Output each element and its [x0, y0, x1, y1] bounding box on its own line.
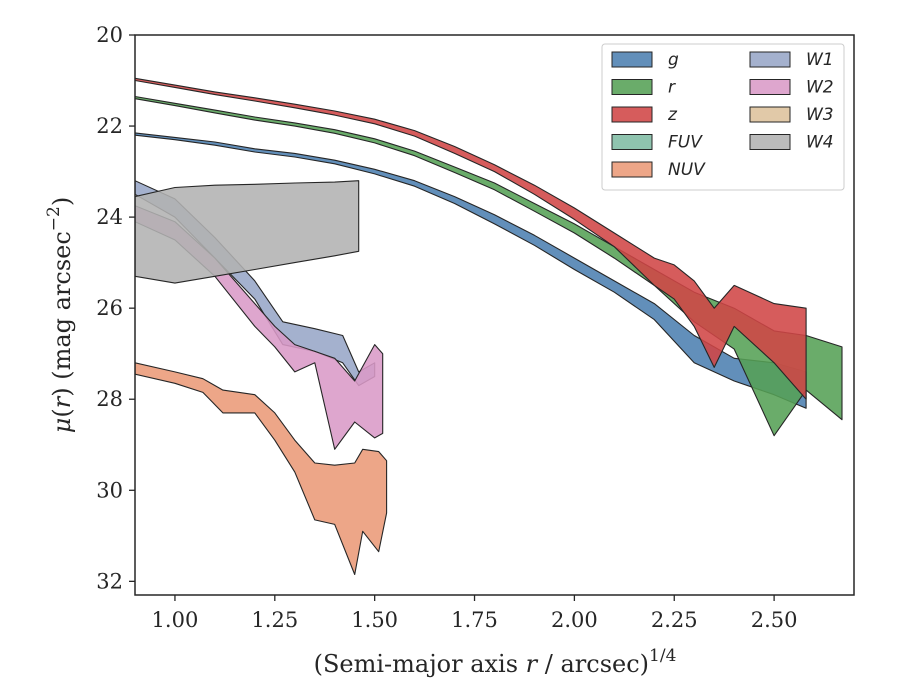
legend-label-z: z	[667, 105, 678, 125]
y-tick-label: 32	[96, 569, 123, 593]
x-axis-ticks: 1.00 1.25 1.50 1.75 2.00 2.25 2.50	[152, 595, 798, 632]
legend-swatch-g	[611, 51, 653, 68]
x-tick-label: 2.00	[551, 608, 598, 632]
y-tick-label: 22	[96, 114, 123, 138]
legend-swatch-r	[611, 79, 653, 95]
x-tick-label: 1.25	[251, 608, 298, 632]
legend-swatch-w1	[749, 51, 791, 68]
y-tick-label: 20	[96, 23, 123, 47]
plot-frame	[134, 34, 855, 596]
legend-label-fuv: FUV	[668, 133, 703, 153]
legend-label-r: r	[668, 78, 676, 98]
y-tick-label: 30	[96, 478, 123, 502]
profile-bands	[135, 77, 843, 576]
x-tick-label: 2.50	[751, 608, 798, 632]
x-axis-title: (Semi-major axis r / arcsec)1/4	[314, 646, 677, 678]
legend-label-g: g	[668, 50, 679, 70]
legend-label-w3: W3	[806, 105, 834, 125]
y-axis-title: μ(r) (mag arcsec−2)	[44, 197, 76, 434]
legend-swatch-fuv	[611, 134, 653, 150]
legend-swatch-nuv	[611, 161, 653, 178]
x-tick-label: 1.00	[152, 608, 199, 632]
legend-label-nuv: NUV	[668, 160, 706, 180]
x-tick-label: 1.50	[351, 608, 398, 632]
legend-label-w2: W2	[806, 78, 834, 98]
y-axis-ticks: 20 22 24 26 28 30 32	[96, 23, 135, 593]
legend-label-w1: W1	[806, 50, 834, 70]
x-tick-label: 2.25	[651, 608, 698, 632]
y-tick-label: 28	[96, 387, 123, 411]
band-r	[135, 95, 843, 437]
band-w2	[135, 205, 384, 450]
legend-swatch-w2	[749, 79, 791, 95]
band-nuv	[135, 362, 388, 576]
band-z	[135, 77, 807, 400]
band-g	[135, 132, 807, 409]
legend-swatch-w4	[749, 134, 791, 150]
y-tick-label: 26	[96, 296, 123, 320]
legend-label-w4: W4	[806, 133, 834, 153]
legend: grz FUV NUV W1 W2 W3 W4	[601, 43, 845, 191]
legend-swatch-z	[611, 106, 653, 123]
legend-swatch-w3	[749, 106, 791, 123]
band-w4	[135, 180, 360, 284]
x-tick-label: 1.75	[451, 608, 498, 632]
y-tick-label: 24	[96, 205, 123, 229]
